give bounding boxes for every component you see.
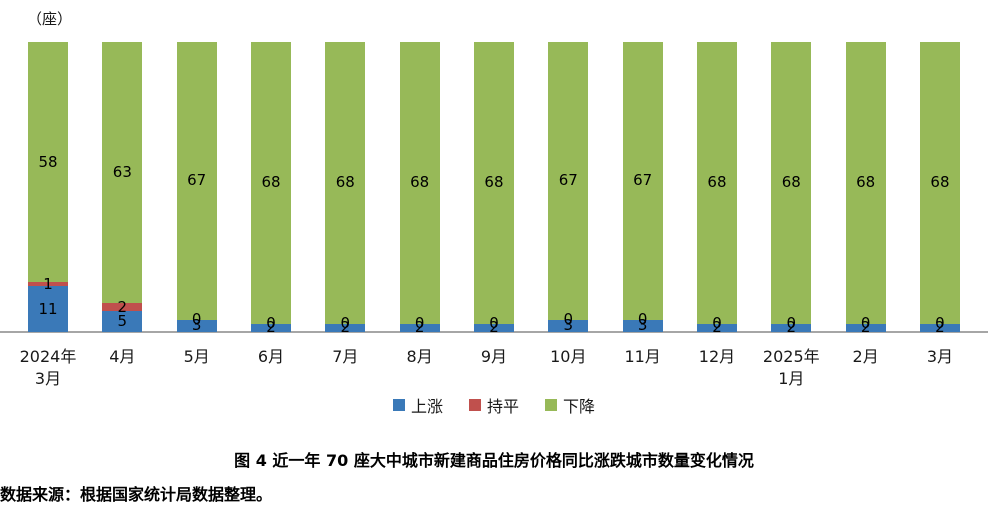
value-label-fall: 67 [187, 171, 207, 190]
value-label-rise: 2 [266, 318, 276, 337]
bar-segment-fall [696, 42, 737, 324]
value-label-flat: 0 [563, 310, 574, 329]
value-label-rise: 2 [786, 318, 797, 337]
legend-item-rise: 上涨 [392, 393, 443, 417]
bar-segment-rise [696, 323, 737, 332]
bar-segment-rise [102, 311, 143, 332]
value-label-flat: 0 [712, 314, 722, 333]
bar-segment-rise [28, 286, 68, 332]
bar-segment-fall [250, 42, 291, 324]
value-label-fall: 68 [484, 173, 504, 192]
x-axis-label: 9月 [480, 347, 508, 366]
value-label-flat: 0 [786, 314, 797, 333]
bar-segment-rise [325, 323, 366, 332]
value-label-rise: 3 [191, 316, 202, 335]
legend-item-flat: 持平 [468, 393, 519, 417]
value-label-rise: 3 [637, 316, 648, 335]
value-label-rise: 2 [414, 318, 425, 337]
bar-segment-fall [845, 42, 886, 324]
bar-segment-fall [473, 42, 514, 324]
x-axis-label: 2025年 1月 [762, 347, 820, 388]
bar-segment-fall [771, 42, 812, 324]
value-label-rise: 5 [117, 312, 128, 331]
value-label-flat: 1 [43, 274, 53, 293]
bar-segment-fall [919, 42, 960, 324]
bar-segment-rise [919, 323, 960, 332]
legend-swatch-flat [468, 399, 481, 411]
value-label-rise: 11 [38, 299, 58, 318]
value-label-fall: 63 [112, 163, 132, 181]
bar-segment-rise [473, 323, 514, 332]
value-label-rise: 2 [340, 318, 351, 337]
value-label-fall: 68 [261, 173, 281, 192]
legend-label-rise: 上涨 [410, 397, 443, 416]
x-axis-label: 2月 [852, 347, 879, 366]
value-label-rise: 2 [935, 318, 945, 337]
value-label-fall: 68 [856, 173, 876, 192]
bar-segment-fall [28, 42, 68, 283]
value-label-flat: 0 [860, 314, 871, 333]
value-label-flat: 0 [489, 314, 499, 333]
bar-segment-rise [250, 323, 291, 332]
x-axis-line [0, 331, 988, 333]
legend-label-flat: 持平 [486, 397, 519, 416]
value-label-flat: 0 [266, 314, 276, 333]
value-label-flat: 0 [414, 314, 425, 333]
value-label-fall: 68 [930, 173, 950, 192]
x-axis-label: 5月 [183, 347, 210, 366]
bar-segment-rise [845, 323, 886, 332]
figure-caption: 图 4 近一年 70 座大中城市新建商品住房价格同比涨跌城市数量变化情况 [234, 451, 754, 470]
bar-segment-rise [399, 323, 440, 332]
value-label-flat: 2 [117, 297, 128, 316]
x-axis-label: 11月 [624, 347, 661, 366]
bar-segment-flat [28, 282, 68, 287]
chart-plot: 11 1 58 2024年 3月 5 2 63 4月 3 0 67 5月 2 0 68 6月 2 0 68 7月 2 0 68… [0, 42, 988, 388]
x-axis-label: 10月 [550, 347, 587, 366]
value-label-fall: 68 [707, 173, 727, 192]
value-label-rise: 2 [860, 318, 871, 337]
bar-segment-rise [176, 319, 217, 332]
x-axis-label: 4月 [109, 347, 136, 366]
bar-segment-flat [102, 303, 143, 312]
y-axis-unit-label: （座） [27, 10, 73, 28]
data-source-note: 数据来源：根据国家统计局数据整理。 [0, 485, 273, 504]
x-axis-label: 3月 [926, 347, 954, 366]
value-label-rise: 3 [563, 316, 574, 335]
value-label-rise: 2 [489, 318, 499, 337]
value-label-flat: 0 [637, 310, 648, 329]
bar-segment-fall [548, 42, 589, 320]
legend-swatch-fall [545, 399, 557, 411]
bar-segment-fall [176, 42, 217, 320]
bar-segment-fall [325, 42, 366, 324]
bar-segment-rise [548, 319, 589, 332]
value-label-fall: 68 [781, 173, 801, 192]
value-label-fall: 68 [335, 173, 355, 192]
x-axis-label: 7月 [332, 347, 359, 366]
x-axis-label: 2024年 3月 [19, 347, 77, 388]
legend-swatch-rise [392, 399, 405, 411]
legend-label-fall: 下降 [563, 397, 596, 416]
legend: 上涨 持平 下降 [0, 393, 988, 417]
value-label-fall: 58 [38, 152, 58, 171]
value-label-rise: 2 [712, 318, 722, 337]
bar-segment-fall [622, 42, 663, 320]
legend-item-fall: 下降 [545, 393, 595, 417]
value-label-fall: 67 [558, 171, 578, 190]
value-label-flat: 0 [191, 310, 202, 329]
value-label-fall: 67 [633, 171, 653, 190]
x-axis-label: 6月 [257, 347, 285, 366]
value-label-fall: 68 [410, 173, 430, 192]
bar-segment-fall [399, 42, 440, 324]
x-axis-label: 12月 [698, 347, 736, 366]
value-label-flat: 0 [340, 314, 351, 333]
bar-segment-rise [622, 319, 663, 332]
bar-segment-fall [102, 42, 143, 303]
value-label-flat: 0 [935, 314, 945, 333]
bar-segment-rise [771, 323, 812, 332]
x-axis-label: 8月 [406, 347, 433, 366]
